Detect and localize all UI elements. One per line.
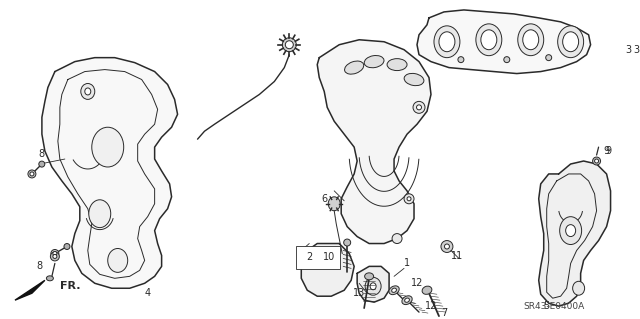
Ellipse shape: [444, 244, 449, 249]
Text: 10: 10: [323, 252, 335, 263]
Ellipse shape: [404, 298, 410, 302]
Ellipse shape: [92, 127, 124, 167]
Text: 9: 9: [604, 146, 610, 156]
Ellipse shape: [413, 101, 425, 113]
Ellipse shape: [53, 255, 57, 258]
Ellipse shape: [387, 59, 407, 70]
Ellipse shape: [439, 32, 455, 52]
Ellipse shape: [392, 288, 396, 293]
Ellipse shape: [30, 172, 34, 176]
Ellipse shape: [370, 283, 376, 290]
Ellipse shape: [595, 159, 598, 163]
Ellipse shape: [365, 273, 374, 280]
Ellipse shape: [364, 56, 384, 68]
Ellipse shape: [417, 105, 422, 110]
Text: 3: 3: [625, 45, 632, 55]
Ellipse shape: [518, 24, 544, 56]
Ellipse shape: [51, 252, 60, 261]
Ellipse shape: [108, 249, 128, 272]
Ellipse shape: [566, 225, 575, 237]
Ellipse shape: [458, 57, 464, 63]
Ellipse shape: [344, 61, 364, 74]
Ellipse shape: [404, 194, 414, 204]
Polygon shape: [539, 161, 611, 306]
Text: FR.: FR.: [60, 281, 81, 291]
Ellipse shape: [392, 234, 402, 243]
Text: 8: 8: [37, 261, 43, 271]
Ellipse shape: [404, 73, 424, 85]
Ellipse shape: [64, 243, 70, 249]
Ellipse shape: [328, 197, 340, 211]
Ellipse shape: [573, 281, 584, 295]
Ellipse shape: [557, 26, 584, 58]
Ellipse shape: [481, 30, 497, 50]
Polygon shape: [15, 280, 45, 300]
Ellipse shape: [344, 239, 351, 246]
Polygon shape: [417, 10, 591, 74]
Text: 12: 12: [411, 278, 423, 288]
Text: 2: 2: [306, 252, 312, 263]
Ellipse shape: [523, 30, 539, 50]
FancyBboxPatch shape: [296, 246, 340, 269]
Ellipse shape: [441, 241, 453, 252]
Polygon shape: [58, 70, 157, 278]
Polygon shape: [42, 58, 177, 288]
Text: 7: 7: [441, 308, 447, 318]
Ellipse shape: [593, 157, 600, 165]
Ellipse shape: [563, 32, 579, 52]
Ellipse shape: [402, 296, 412, 305]
Ellipse shape: [559, 217, 582, 245]
Ellipse shape: [282, 38, 296, 52]
Text: 9: 9: [605, 146, 612, 156]
Text: 11: 11: [451, 251, 463, 262]
Polygon shape: [317, 40, 431, 243]
Ellipse shape: [407, 197, 411, 201]
Polygon shape: [547, 174, 596, 298]
Polygon shape: [357, 266, 389, 302]
Ellipse shape: [422, 286, 432, 294]
Text: 5: 5: [543, 301, 550, 311]
Ellipse shape: [89, 200, 111, 228]
Ellipse shape: [504, 57, 510, 63]
Ellipse shape: [546, 55, 552, 61]
Polygon shape: [301, 243, 354, 296]
Ellipse shape: [84, 88, 91, 95]
Ellipse shape: [53, 251, 57, 256]
Text: 1: 1: [404, 258, 410, 268]
Ellipse shape: [81, 84, 95, 100]
Ellipse shape: [28, 170, 36, 178]
Ellipse shape: [39, 161, 45, 167]
Ellipse shape: [434, 26, 460, 58]
Ellipse shape: [285, 41, 293, 49]
Text: 12: 12: [425, 301, 437, 311]
Ellipse shape: [476, 24, 502, 56]
Text: SR43-E0400A: SR43-E0400A: [523, 302, 584, 311]
Ellipse shape: [389, 286, 399, 295]
Ellipse shape: [46, 276, 53, 281]
Ellipse shape: [51, 249, 59, 257]
Text: 13: 13: [353, 288, 365, 298]
Ellipse shape: [365, 277, 381, 295]
Text: 4: 4: [145, 288, 150, 298]
Text: 3: 3: [634, 45, 639, 55]
Text: 8: 8: [39, 149, 45, 159]
Text: 6: 6: [321, 194, 327, 204]
